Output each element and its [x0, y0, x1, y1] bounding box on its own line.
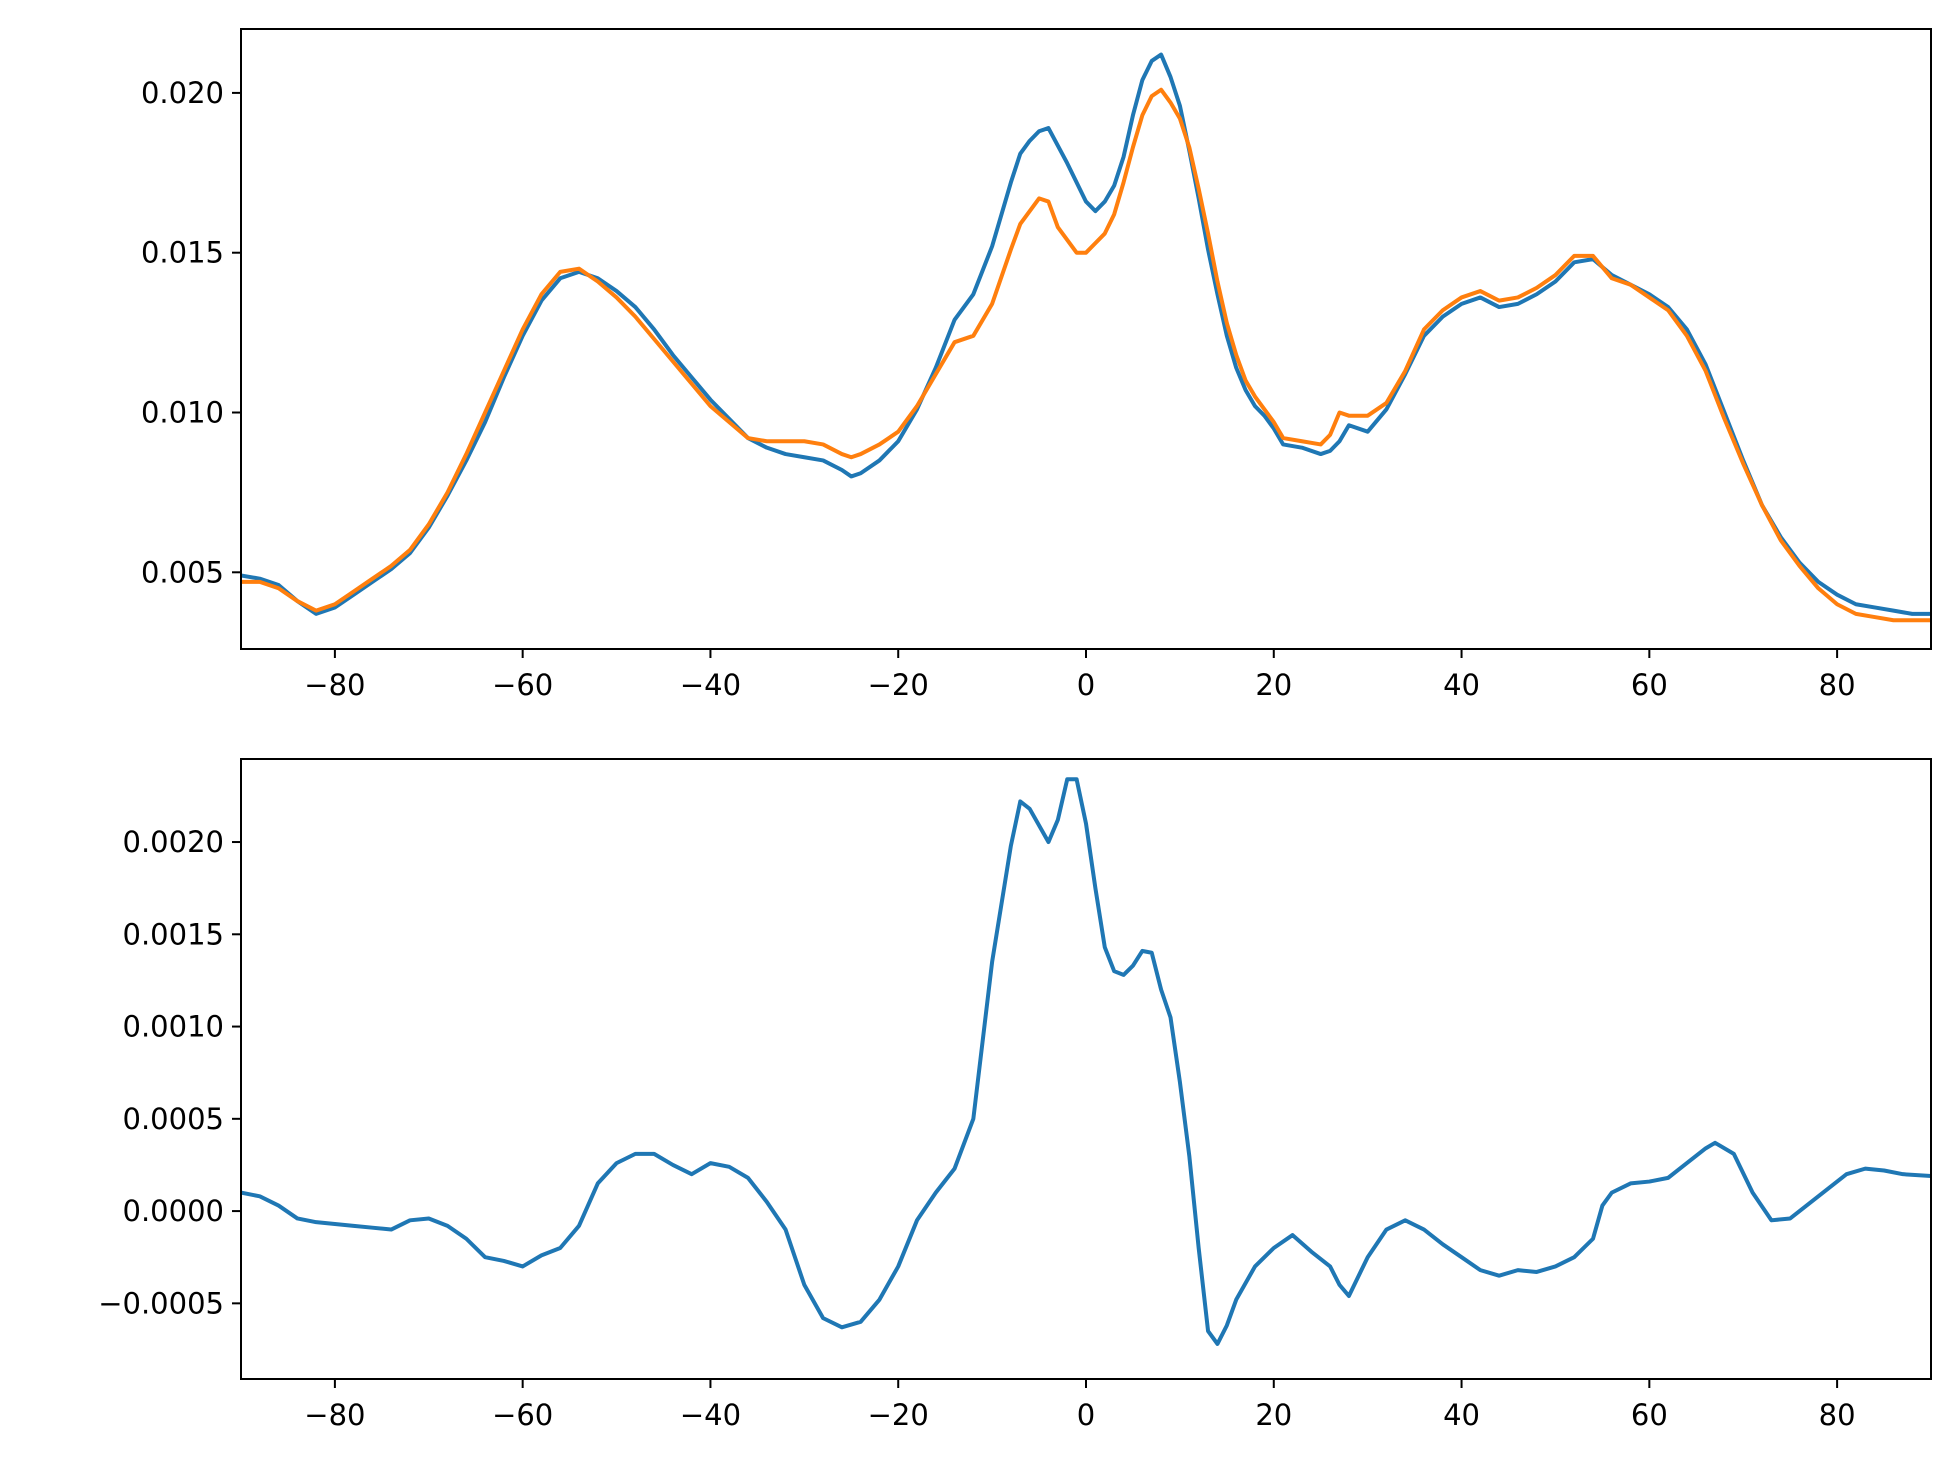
- x-tick-label-top: 80: [1819, 668, 1856, 702]
- x-tick-label-bottom: −40: [680, 1398, 741, 1432]
- x-tick-label-bottom: 20: [1255, 1398, 1292, 1432]
- y-tick-label-bottom: 0.0000: [123, 1194, 224, 1228]
- series-line-bottom-1: [241, 777, 1931, 1346]
- x-tick-label-top: 20: [1255, 668, 1292, 702]
- x-tick-label-bottom: 80: [1819, 1398, 1856, 1432]
- x-tick-label-top: 60: [1631, 668, 1668, 702]
- x-tick-label-top: −40: [680, 668, 741, 702]
- x-tick-label-top: −80: [304, 668, 365, 702]
- x-tick-label-bottom: −60: [492, 1398, 553, 1432]
- y-tick-label-top: 0.020: [141, 76, 224, 110]
- x-tick-label-bottom: −20: [868, 1398, 929, 1432]
- x-tick-label-bottom: −80: [304, 1398, 365, 1432]
- subplot-top: −80 −60 −40 −20 0 20 40 60 80 0.005 0.010 0.015 0.02…: [141, 28, 1932, 702]
- x-tick-label-bottom: 0: [1077, 1398, 1095, 1432]
- x-tick-label-top: −60: [492, 668, 553, 702]
- x-tick-label-top: −20: [868, 668, 929, 702]
- y-tick-label-top: 0.010: [141, 396, 224, 430]
- y-tick-label-top: 0.015: [141, 236, 224, 270]
- y-tick-label-bottom: 0.0015: [123, 917, 224, 951]
- series-line-top-2: [241, 87, 1931, 623]
- subplot-bottom: −80 −60 −40 −20 0 20 40 60 80 −0.0005 0.0000 0.0005…: [98, 758, 1932, 1432]
- x-tick-label-top: 40: [1443, 668, 1480, 702]
- x-tick-label-bottom: 40: [1443, 1398, 1480, 1432]
- y-tick-label-bottom: 0.0020: [123, 825, 224, 859]
- y-tick-label-top: 0.005: [141, 555, 224, 589]
- y-tick-label-bottom: −0.0005: [98, 1286, 224, 1320]
- x-tick-label-bottom: 60: [1631, 1398, 1668, 1432]
- x-tick-label-top: 0: [1077, 668, 1095, 702]
- y-tick-label-bottom: 0.0005: [123, 1102, 224, 1136]
- y-tick-label-bottom: 0.0010: [123, 1010, 224, 1044]
